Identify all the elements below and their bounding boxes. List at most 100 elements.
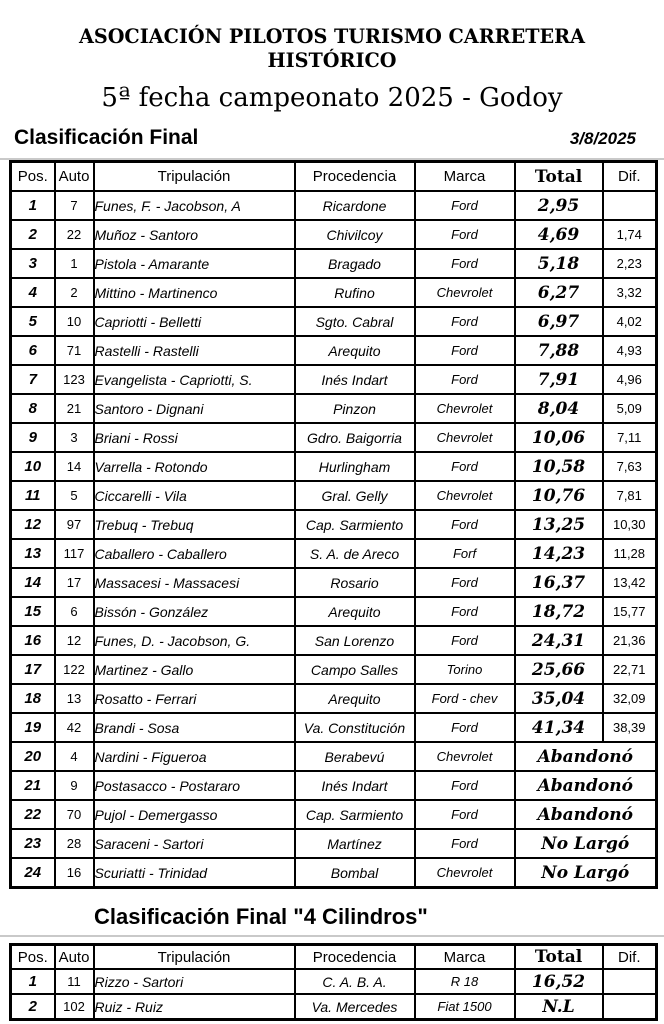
cell-pos: 3 — [9, 248, 56, 279]
cell-auto: 5 — [53, 480, 95, 511]
cell-tripulacion: Rosatto - Ferrari — [92, 683, 296, 714]
cell-tripulacion: Trebuq - Trebuq — [92, 509, 296, 540]
table-row: 14 17 Massacesi - Massacesi Rosario Ford 16,3… — [9, 567, 658, 598]
cell-dif: 21,36 — [601, 625, 658, 656]
table-row: 18 13 Rosatto - Ferrari Arequito Ford - chev… — [9, 683, 658, 714]
cell-total: N.L — [513, 993, 604, 1021]
scan-artifact-line — [0, 158, 664, 160]
cell-total: 18,72 — [513, 596, 604, 627]
cell-auto: 13 — [53, 683, 95, 714]
col-dif: Dif. — [601, 160, 658, 192]
cell-total: 7,91 — [513, 364, 604, 395]
cell-pos: 2 — [9, 993, 56, 1021]
cell-auto: 11 — [53, 968, 95, 995]
scan-artifact-line — [0, 935, 664, 937]
cell-procedencia: Gdro. Baigorria — [293, 422, 416, 453]
cell-procedencia: S. A. de Areco — [293, 538, 416, 569]
table-row: 22 70 Pujol - Demergasso Cap. Sarmiento Ford… — [9, 799, 658, 830]
cell-auto: 16 — [53, 857, 95, 889]
cell-auto: 2 — [53, 277, 95, 308]
cell-dif: 5,09 — [601, 393, 658, 424]
cell-tripulacion: Funes, D. - Jacobson, G. — [92, 625, 296, 656]
table-row: 9 3 Briani - Rossi Gdro. Baigorria Chevrolet… — [9, 422, 658, 453]
cell-auto: 6 — [53, 596, 95, 627]
cell-tripulacion: Massacesi - Massacesi — [92, 567, 296, 598]
cell-dif — [601, 993, 658, 1021]
col-auto: Auto — [53, 943, 95, 970]
cell-status: Abandonó — [513, 770, 658, 801]
cell-pos: 22 — [9, 799, 56, 830]
cell-auto: 7 — [53, 190, 95, 221]
cell-procedencia: Va. Constitución — [293, 712, 416, 743]
cell-tripulacion: Bissón - González — [92, 596, 296, 627]
col-tripulacion: Tripulación — [92, 943, 296, 970]
cell-tripulacion: Martinez - Gallo — [92, 654, 296, 685]
cell-tripulacion: Funes, F. - Jacobson, A — [92, 190, 296, 221]
cell-pos: 18 — [9, 683, 56, 714]
col-procedencia: Procedencia — [293, 160, 416, 192]
cell-marca: Ford — [413, 306, 516, 337]
cell-pos: 8 — [9, 393, 56, 424]
col-marca: Marca — [413, 943, 516, 970]
cell-pos: 9 — [9, 422, 56, 453]
cell-pos: 23 — [9, 828, 56, 859]
col-auto: Auto — [53, 160, 95, 192]
cell-procedencia: Campo Salles — [293, 654, 416, 685]
cell-pos: 11 — [9, 480, 56, 511]
cell-pos: 12 — [9, 509, 56, 540]
cell-pos: 6 — [9, 335, 56, 366]
cell-pos: 2 — [9, 219, 56, 250]
cell-status: No Largó — [513, 828, 658, 859]
cell-marca: Ford — [413, 567, 516, 598]
cell-auto: 122 — [53, 654, 95, 685]
section1-title: Clasificación Final — [14, 126, 199, 149]
cell-status: Abandonó — [513, 741, 658, 772]
cell-auto: 123 — [53, 364, 95, 395]
cell-auto: 70 — [53, 799, 95, 830]
col-dif: Dif. — [601, 943, 658, 970]
cell-auto: 1 — [53, 248, 95, 279]
cell-auto: 42 — [53, 712, 95, 743]
cell-pos: 10 — [9, 451, 56, 482]
section1-header: Clasificación Final 3/8/2025 — [0, 126, 664, 150]
cell-marca: Ford — [413, 625, 516, 656]
cell-pos: 7 — [9, 364, 56, 395]
cell-procedencia: Gral. Gelly — [293, 480, 416, 511]
cell-procedencia: Inés Indart — [293, 770, 416, 801]
cell-procedencia: Pinzon — [293, 393, 416, 424]
cell-total: 10,76 — [513, 480, 604, 511]
cell-auto: 21 — [53, 393, 95, 424]
table-row: 21 9 Postasacco - Postararo Inés Indart Ford… — [9, 770, 658, 801]
cell-dif: 1,74 — [601, 219, 658, 250]
cell-total: 10,06 — [513, 422, 604, 453]
table-row: 17 122 Martinez - Gallo Campo Salles Torino 2… — [9, 654, 658, 685]
table-row: 12 97 Trebuq - Trebuq Cap. Sarmiento Ford 13,… — [9, 509, 658, 540]
cell-marca: Ford — [413, 828, 516, 859]
cell-total: 10,58 — [513, 451, 604, 482]
table-row: 1 11 Rizzo - Sartori C. A. B. A. R 18 16,52 — [9, 968, 658, 995]
cell-procedencia: Martínez — [293, 828, 416, 859]
cell-dif — [601, 968, 658, 995]
cell-tripulacion: Mittino - Martinenco — [92, 277, 296, 308]
cell-pos: 15 — [9, 596, 56, 627]
cell-marca: Ford — [413, 219, 516, 250]
cell-dif: 15,77 — [601, 596, 658, 627]
cell-marca: R 18 — [413, 968, 516, 995]
cilindros-table-body: 1 11 Rizzo - Sartori C. A. B. A. R 18 16,52 2 1… — [9, 968, 658, 1021]
table-row: 3 1 Pistola - Amarante Bragado Ford 5,18 2,23 — [9, 248, 658, 279]
cell-dif: 13,42 — [601, 567, 658, 598]
cell-procedencia: Berabevú — [293, 741, 416, 772]
cell-marca: Ford — [413, 596, 516, 627]
table-row: 4 2 Mittino - Martinenco Rufino Chevrolet 6,2… — [9, 277, 658, 308]
cell-marca: Chevrolet — [413, 393, 516, 424]
cell-total: 6,27 — [513, 277, 604, 308]
section2-title: Clasificación Final "4 Cilindros" — [94, 904, 428, 929]
cell-tripulacion: Pujol - Demergasso — [92, 799, 296, 830]
cell-pos: 1 — [9, 968, 56, 995]
cell-procedencia: Bombal — [293, 857, 416, 889]
table-row: 10 14 Varrella - Rotondo Hurlingham Ford 10,5… — [9, 451, 658, 482]
table-row: 23 28 Saraceni - Sartori Martínez Ford No Lar… — [9, 828, 658, 859]
cell-auto: 22 — [53, 219, 95, 250]
cell-auto: 4 — [53, 741, 95, 772]
cell-pos: 1 — [9, 190, 56, 221]
